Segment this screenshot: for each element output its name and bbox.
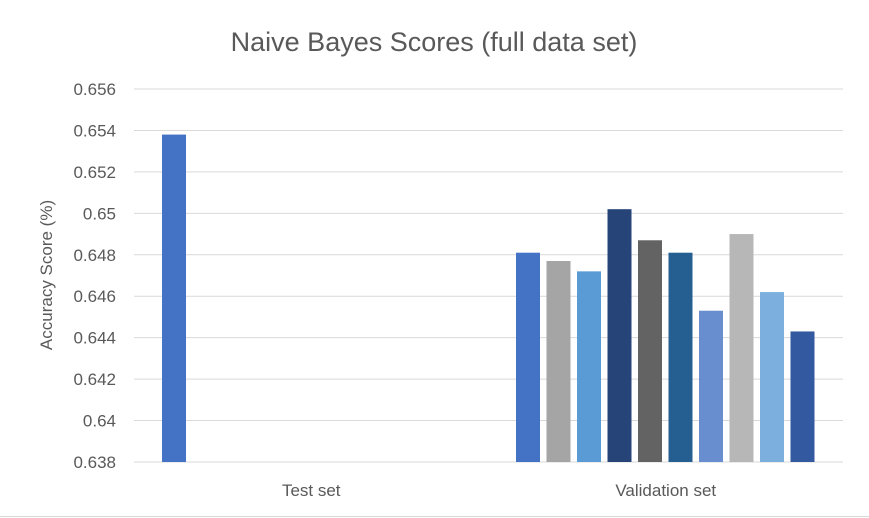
y-tick-label: 0.64 [83,412,116,431]
bar [546,260,571,462]
bar [729,234,754,462]
bar [790,331,815,462]
y-tick-label: 0.652 [73,163,116,182]
bar [668,252,693,462]
y-tick-label: 0.65 [83,204,116,223]
x-axis-categories: Test set Validation set [282,481,716,500]
bottom-border [0,516,869,517]
y-tick-label: 0.642 [73,370,116,389]
y-tick-label: 0.646 [73,287,116,306]
bar [577,271,601,462]
bar [699,310,723,462]
x-category-label: Test set [282,481,341,500]
bar [760,292,784,462]
y-tick-label: 0.654 [73,121,116,140]
bar [516,252,540,462]
gridlines [134,88,843,463]
bars [162,134,815,463]
y-tick-label: 0.648 [73,246,116,265]
y-tick-label: 0.638 [73,453,116,472]
y-axis-ticks: 0.638 0.64 0.642 0.644 0.646 0.648 0.65 0.652 0.… [73,80,116,472]
y-axis-title: Accuracy Score (%) [37,200,56,350]
bar [607,209,632,462]
y-tick-label: 0.656 [73,80,116,99]
x-category-label: Validation set [615,481,716,500]
bar [162,134,186,463]
y-tick-label: 0.644 [73,329,116,348]
bar [638,240,662,462]
chart-title: Naive Bayes Scores (full data set) [231,27,638,57]
